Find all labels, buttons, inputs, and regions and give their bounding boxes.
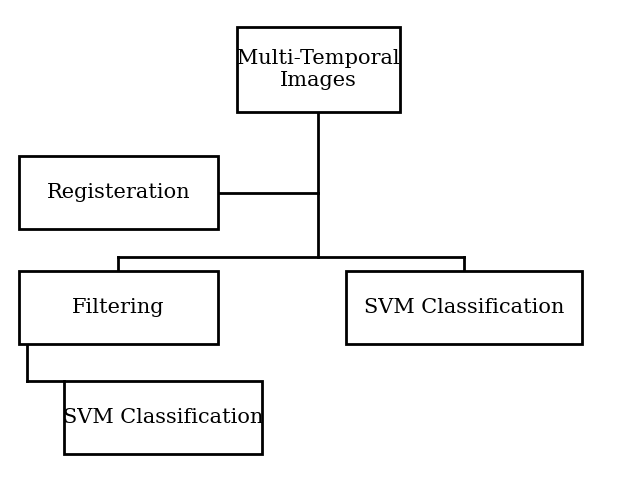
FancyBboxPatch shape xyxy=(19,271,218,344)
Text: SVM Classification: SVM Classification xyxy=(63,408,264,427)
Text: Multi-Temporal
Images: Multi-Temporal Images xyxy=(237,49,400,90)
FancyBboxPatch shape xyxy=(64,381,262,454)
Text: Registeration: Registeration xyxy=(47,183,190,202)
FancyBboxPatch shape xyxy=(19,156,218,229)
Text: SVM Classification: SVM Classification xyxy=(364,298,564,317)
FancyBboxPatch shape xyxy=(346,271,582,344)
Text: Filtering: Filtering xyxy=(72,298,164,317)
FancyBboxPatch shape xyxy=(237,27,400,112)
